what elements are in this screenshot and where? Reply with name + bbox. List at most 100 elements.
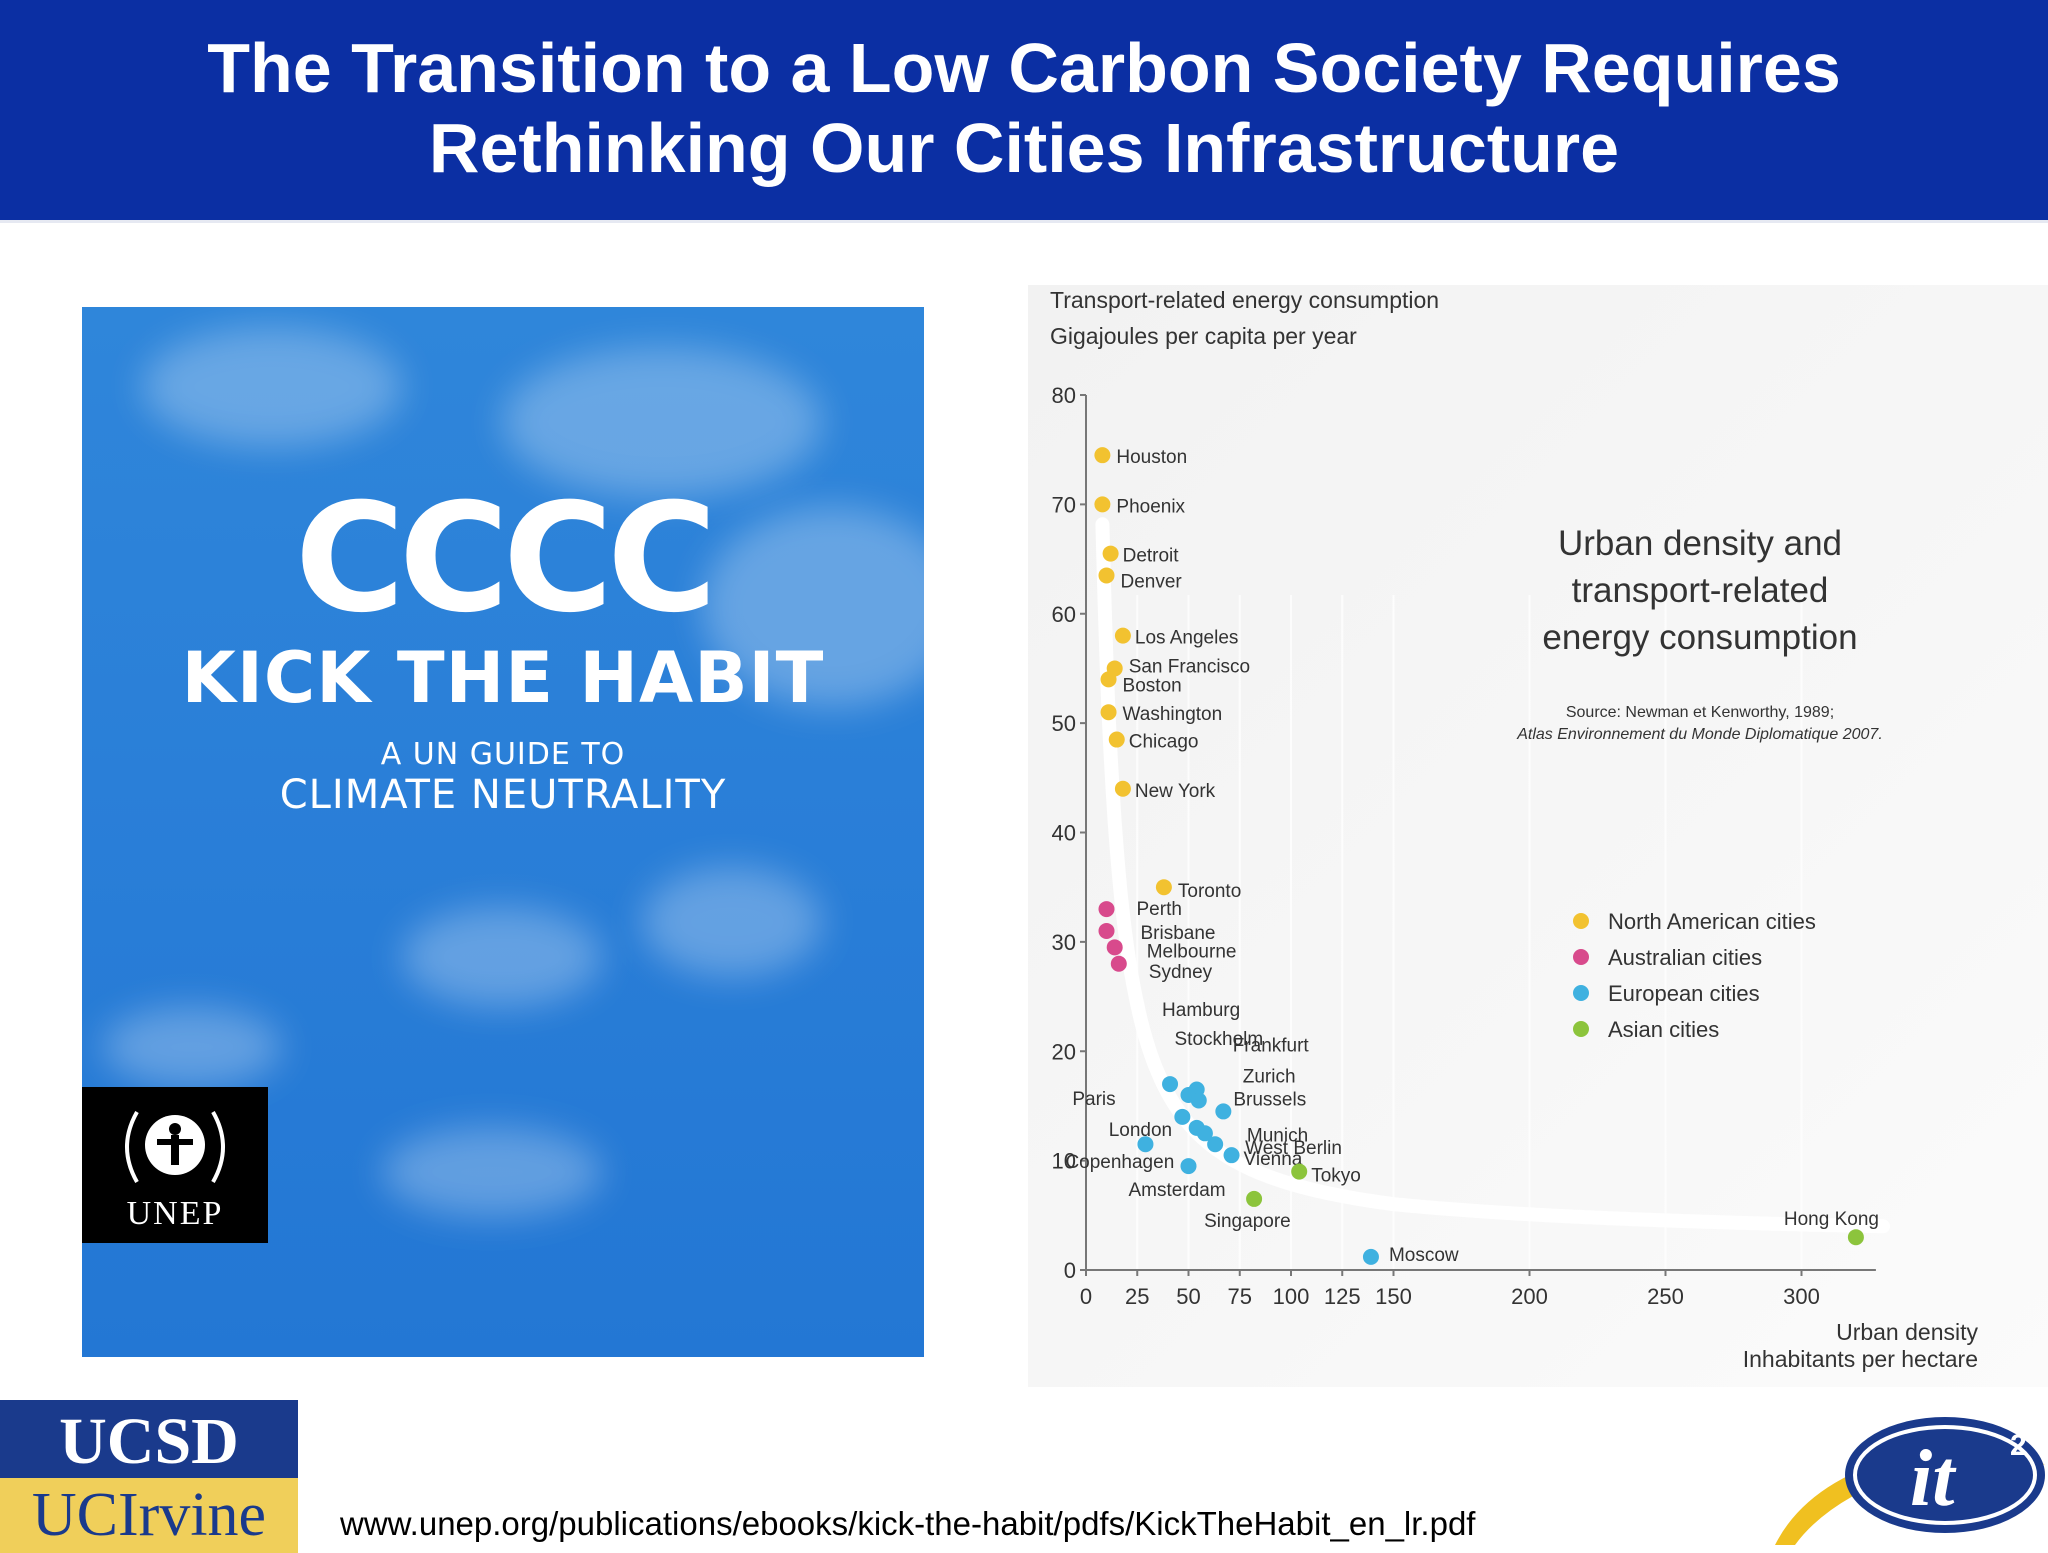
it2-superscript: 2 [2010,1429,2027,1462]
point-hamburg [1162,1076,1179,1093]
point-detroit [1102,545,1119,562]
point-label-brussels: Brussels [1233,1089,1306,1110]
ucsd-logo-text: UCSD [59,1405,239,1478]
point-copenhagen [1137,1136,1154,1153]
point-label-chicago: Chicago [1129,732,1199,753]
point-label-west-berlin: West Berlin [1245,1138,1342,1159]
x-tick-label-2: 50 [1176,1284,1200,1309]
title-bar: The Transition to a Low Carbon Society R… [0,0,2048,223]
point-label-amsterdam: Amsterdam [1129,1180,1226,1201]
uci-logo-text: UCIrvine [31,1481,267,1549]
point-label-tokyo: Tokyo [1311,1166,1361,1187]
point-tokyo [1291,1163,1308,1180]
it2-logo-text: it [1910,1435,1957,1523]
point-chicago [1108,731,1125,748]
chart-panel: Transport-related energy consumption Giga… [1028,285,2048,1387]
it2-logo: it 2 [1775,1417,2045,1545]
point-los-angeles [1114,627,1131,644]
x-tick-label-1: 25 [1125,1284,1149,1309]
point-toronto [1155,879,1172,896]
point-label-copenhagen: Copenhagen [1065,1152,1174,1173]
point-label-hong-kong: Hong Kong [1784,1209,1879,1230]
chart-source-line-1: Source: Newman et Kenworthy, 1989; [1566,704,1834,721]
point-label-san-francisco: San Francisco [1129,656,1250,677]
point-label-paris: Paris [1072,1089,1115,1110]
legend-marker-australian [1573,949,1589,965]
y-tick-label-3: 30 [1052,930,1076,955]
slide-title-line-2: Rethinking Our Cities Infrastructure [428,109,1620,187]
legend-label-australian: Australian cities [1608,945,1762,970]
point-label-vienna: Vienna [1244,1149,1303,1170]
point-label-perth: Perth [1137,899,1182,920]
x-tick-label-5: 125 [1324,1284,1361,1309]
point-perth [1098,901,1115,918]
cover-subtitle-line-1: A UN GUIDE TO [380,737,626,772]
point-label-london: London [1109,1120,1172,1141]
x-axis-label-line-1: Urban density [1836,1319,1978,1345]
source-url: www.unep.org/publications/ebooks/kick-th… [340,1505,1476,1542]
y-tick-label-7: 70 [1052,492,1076,517]
legend-marker-european [1573,985,1589,1001]
point-label-melbourne: Melbourne [1147,941,1237,962]
unep-emblem-icon [125,1111,225,1183]
unep-text: UNEP [126,1195,224,1232]
x-tick-label-8: 250 [1647,1284,1684,1309]
y-tick-label-2: 20 [1052,1039,1076,1064]
cover-logo-text: CCCC [294,472,717,646]
chart-title-line-1: Urban density and [1558,524,1842,563]
chart-title-line-3: energy consumption [1542,618,1857,657]
point-hong-kong [1847,1229,1864,1246]
scatter-chart: Transport-related energy consumption Giga… [1050,287,1978,1372]
point-munich [1196,1125,1213,1142]
unep-logo: UNEP [82,1087,268,1243]
x-tick-label-9: 300 [1783,1284,1820,1309]
point-label-new-york: New York [1135,781,1216,802]
point-boston [1100,671,1117,688]
point-label-denver: Denver [1121,571,1183,592]
legend-marker-asian [1573,1021,1589,1037]
point-paris [1174,1108,1191,1125]
cover-headline: KICK THE HABIT [181,637,825,719]
y-tick-label-0: 0 [1064,1258,1076,1283]
legend-marker-north_american [1573,913,1589,929]
legend-label-european: European cities [1608,981,1760,1006]
ucsd-uci-logo: UCSD UCIrvine [0,1400,298,1553]
chart-source-line-2: Atlas Environnement du Monde Diplomatiqu… [1516,726,1883,743]
point-melbourne [1106,939,1123,956]
point-moscow [1362,1248,1379,1265]
slide-title-line-1: The Transition to a Low Carbon Society R… [207,29,1841,107]
point-label-frankfurt: Frankfurt [1233,1036,1310,1057]
y-axis-label-line-1: Transport-related energy consumption [1050,287,1439,313]
point-label-detroit: Detroit [1123,546,1180,567]
point-label-houston: Houston [1116,447,1187,468]
point-phoenix [1094,496,1111,513]
point-singapore [1246,1190,1263,1207]
x-tick-label-0: 0 [1080,1284,1092,1309]
y-tick-label-8: 80 [1052,383,1076,408]
point-denver [1098,567,1115,584]
y-tick-label-6: 60 [1052,602,1076,627]
point-label-moscow: Moscow [1389,1245,1459,1266]
point-label-stockholm: Stockholm [1175,1029,1264,1050]
cover-subtitle-line-2: CLIMATE NEUTRALITY [279,772,727,818]
legend-label-asian: Asian cities [1608,1017,1719,1042]
y-axis-label-line-2: Gigajoules per capita per year [1050,323,1357,349]
point-houston [1094,447,1111,464]
x-tick-label-3: 75 [1228,1284,1252,1309]
point-label-brisbane: Brisbane [1141,923,1216,944]
point-brisbane [1098,922,1115,939]
x-tick-label-7: 200 [1511,1284,1548,1309]
point-washington [1100,704,1117,721]
point-label-singapore: Singapore [1204,1211,1291,1232]
point-label-boston: Boston [1123,675,1182,696]
point-amsterdam [1180,1158,1197,1175]
point-label-washington: Washington [1123,704,1223,725]
point-label-munich: Munich [1247,1125,1308,1146]
chart-title-line-2: transport-related [1572,571,1829,610]
point-sydney [1110,955,1127,972]
point-label-zurich: Zurich [1243,1066,1296,1087]
point-zurich [1190,1092,1207,1109]
point-label-hamburg: Hamburg [1162,1000,1240,1021]
y-tick-label-4: 40 [1052,821,1076,846]
x-axis-label-line-2: Inhabitants per hectare [1743,1346,1978,1372]
